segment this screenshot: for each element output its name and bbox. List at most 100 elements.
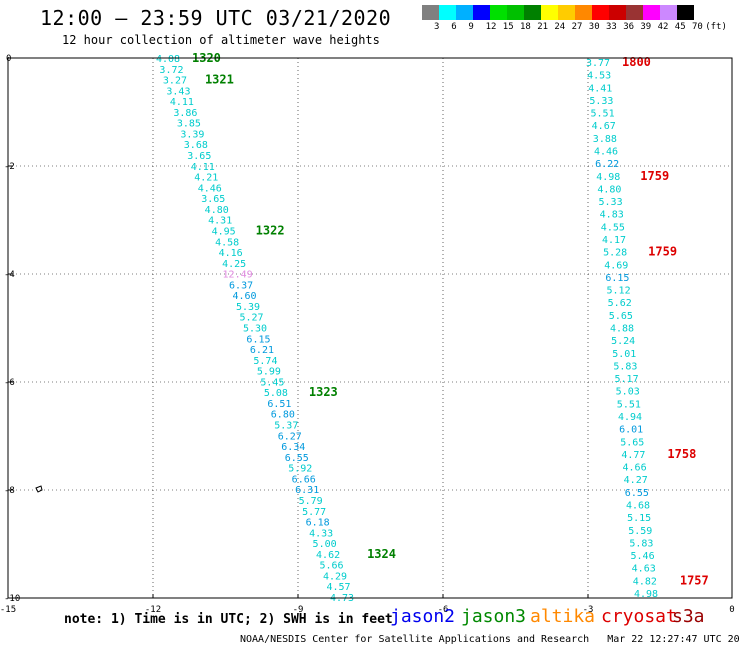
wave-height-value: 4.41 bbox=[588, 83, 612, 94]
wave-height-value: 4.62 bbox=[316, 550, 340, 561]
color-scale-label: 6 bbox=[451, 22, 457, 32]
color-scale-label: 30 bbox=[588, 22, 600, 32]
wave-height-value: 4.11 bbox=[191, 162, 215, 173]
color-scale-label: 3 bbox=[434, 22, 440, 32]
x-tick-label: -3 bbox=[583, 605, 594, 615]
wave-height-value: 4.82 bbox=[633, 576, 657, 587]
footer-credit: NOAA/NESDIS Center for Satellite Applica… bbox=[240, 634, 590, 645]
wave-height-value: 4.46 bbox=[594, 147, 618, 158]
wave-height-value: 5.46 bbox=[631, 551, 655, 562]
wave-height-value: 6.55 bbox=[625, 488, 649, 499]
color-scale-labels: 3 6 9 12 15 18 21 24 27 30 33 36 39 42 45 70 (ft) bbox=[422, 22, 740, 34]
legend-item-s3a: s3a bbox=[672, 606, 705, 627]
wave-height-value: 4.16 bbox=[219, 248, 243, 259]
wave-height-value: 3.85 bbox=[177, 119, 201, 130]
color-scale-label: 12 bbox=[485, 22, 497, 32]
y-tick-label: -4 bbox=[4, 270, 15, 280]
wave-height-value: 4.60 bbox=[233, 291, 257, 302]
color-scale-swatch bbox=[592, 5, 609, 20]
wave-height-value: 4.57 bbox=[326, 582, 350, 593]
wave-height-value: 5.74 bbox=[253, 356, 277, 367]
legend-item-jason3: jason3 bbox=[461, 606, 527, 627]
x-tick-label: -15 bbox=[0, 605, 16, 615]
legend-item-jason2: jason2 bbox=[390, 606, 456, 627]
wave-height-value: 5.83 bbox=[629, 538, 653, 549]
footer-timestamp: Mar 22 12:27:47 UTC 2020 bbox=[607, 634, 740, 645]
color-scale-label: 9 bbox=[468, 22, 474, 32]
wave-height-value: 3.27 bbox=[163, 76, 187, 87]
wave-height-value: 5.59 bbox=[628, 526, 652, 537]
map-title: 12:00 – 23:59 UTC 03/21/2020 bbox=[40, 6, 392, 30]
color-scale-swatch bbox=[422, 5, 439, 20]
pass-time-label: 1324 bbox=[367, 547, 396, 561]
wave-height-value: 5.28 bbox=[603, 248, 627, 259]
color-scale-swatch bbox=[609, 5, 626, 20]
pass-time-label: 1759 bbox=[648, 245, 677, 259]
wave-height-value: 4.98 bbox=[634, 589, 658, 600]
y-tick-label: -10 bbox=[4, 594, 20, 604]
wave-height-value: 4.77 bbox=[621, 450, 645, 461]
wave-height-value: 3.72 bbox=[159, 65, 183, 76]
color-scale-label: 24 bbox=[554, 22, 566, 32]
x-tick-label: -6 bbox=[438, 605, 449, 615]
wave-height-value: 4.17 bbox=[602, 235, 626, 246]
color-scale-swatch bbox=[626, 5, 643, 20]
color-scale-label: (ft) bbox=[705, 22, 727, 32]
wave-height-value: 6.66 bbox=[292, 474, 316, 485]
color-scale-swatch bbox=[524, 5, 541, 20]
color-scale-swatch bbox=[541, 5, 558, 20]
wave-height-value: 5.08 bbox=[264, 388, 288, 399]
wave-height-value: 5.03 bbox=[616, 387, 640, 398]
island-outline bbox=[35, 485, 43, 493]
color-scale-label: 70 bbox=[692, 22, 703, 32]
wave-height-value: 5.83 bbox=[613, 361, 637, 372]
wave-height-value: 4.29 bbox=[323, 571, 347, 582]
pass-time-label: 1757 bbox=[680, 573, 709, 587]
color-scale-swatch bbox=[643, 5, 660, 20]
color-scale-swatch bbox=[575, 5, 592, 20]
x-tick-label: -12 bbox=[145, 605, 161, 615]
wave-height-value: 4.33 bbox=[309, 528, 333, 539]
pass-time-label: 1800 bbox=[622, 55, 651, 69]
wave-height-value: 6.34 bbox=[281, 442, 305, 453]
wave-height-value: 6.51 bbox=[267, 399, 291, 410]
color-scale-swatch bbox=[439, 5, 456, 20]
wave-height-value: 6.80 bbox=[271, 410, 295, 421]
wave-height-value: 6.21 bbox=[250, 345, 274, 356]
color-scale-label: 21 bbox=[537, 22, 549, 32]
wave-height-value: 6.15 bbox=[246, 334, 270, 345]
pass-time-label: 1758 bbox=[667, 447, 696, 461]
y-tick-label: -6 bbox=[4, 378, 15, 388]
legend-item-cryosat: cryosat bbox=[601, 606, 677, 627]
wave-height-value: 4.58 bbox=[215, 237, 239, 248]
wave-height-value: 5.66 bbox=[320, 561, 344, 572]
x-tick-label: 0 bbox=[729, 605, 734, 615]
footer: NOAA/NESDIS Center for Satellite Applica… bbox=[240, 634, 740, 645]
wave-height-value: 5.65 bbox=[620, 437, 644, 448]
wave-height-value: 6.37 bbox=[229, 280, 253, 291]
color-scale-label: 15 bbox=[502, 22, 514, 32]
wave-height-value: 3.43 bbox=[166, 86, 190, 97]
map-subtitle: 12 hour collection of altimeter wave hei… bbox=[62, 33, 380, 47]
wave-height-value: 4.25 bbox=[222, 259, 246, 270]
wave-height-value: 4.80 bbox=[597, 184, 621, 195]
wave-height-value: 6.55 bbox=[285, 453, 309, 464]
color-scale-label: 27 bbox=[571, 22, 583, 32]
wave-height-value: 4.95 bbox=[212, 226, 236, 237]
wave-height-value: 4.80 bbox=[205, 205, 229, 216]
color-scale-swatch bbox=[490, 5, 507, 20]
pass-time-label: 1322 bbox=[256, 223, 285, 237]
color-scale-label: 39 bbox=[640, 22, 652, 32]
units-note: note: 1) Time is in UTC; 2) SWH is in fe… bbox=[64, 612, 393, 627]
wave-height-value: 5.15 bbox=[627, 513, 651, 524]
wave-height-value: 4.46 bbox=[198, 183, 222, 194]
color-scale-swatch bbox=[660, 5, 677, 20]
wave-height-value: 4.11 bbox=[170, 97, 194, 108]
wave-height-value: 5.24 bbox=[611, 336, 635, 347]
wave-height-value: 4.55 bbox=[601, 222, 625, 233]
wave-height-value: 6.31 bbox=[295, 485, 319, 496]
wave-height-value: 5.92 bbox=[288, 464, 312, 475]
wave-height-value: 4.08 bbox=[156, 54, 180, 65]
